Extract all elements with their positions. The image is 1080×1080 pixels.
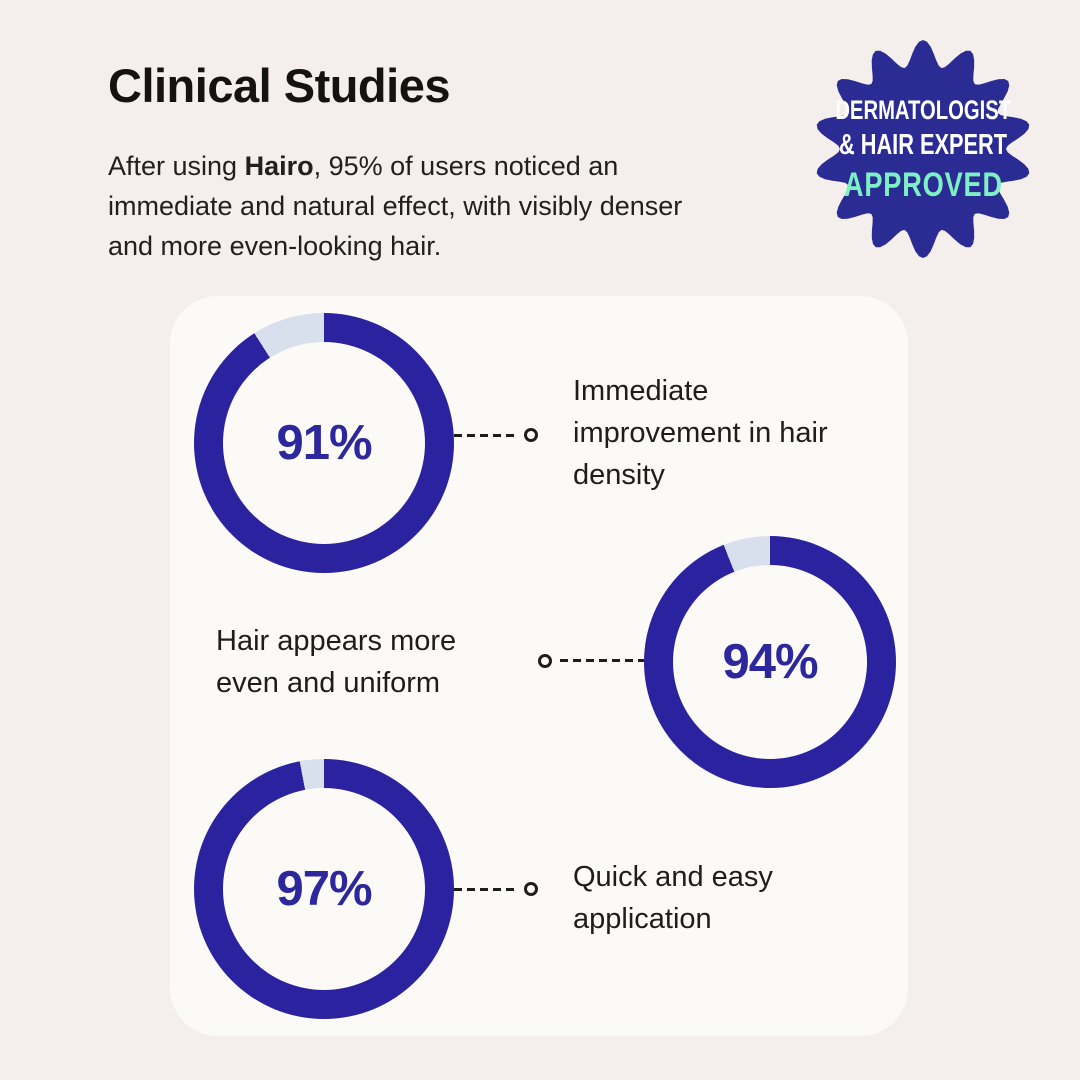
approval-badge-text: DERMATOLOGIST & HAIR EXPERT APPROVED [803,29,1043,269]
stat-label: Immediate improvement in hair density [573,375,828,491]
badge-line-approved: APPROVED [843,165,1003,204]
percent-label: 97% [276,862,372,916]
starburst-seal-icon [816,40,1030,258]
stats-card: 91% Immediate improvement in hair densit… [170,296,908,1036]
connector-line [454,434,518,437]
percent-label: 94% [722,635,818,689]
intro-line-1: After using Hairo, 95% of users noticed … [108,151,619,181]
approval-badge: DERMATOLOGIST & HAIR EXPERT APPROVED [803,29,1043,269]
stat-label: Hair appears more even and uniform [216,625,457,699]
badge-line-hair-expert: & HAIR EXPERT [838,128,1007,161]
page-title: Clinical Studies [108,59,450,112]
donut-hole: 91% [223,342,425,544]
connector-line [454,888,518,891]
badge-line-dermatologist: DERMATOLOGIST [835,94,1011,125]
intro-line-2: immediate and natural effect, with visib… [108,191,683,221]
connector-dot-icon [538,654,552,668]
brand-name: Hairo [244,151,314,181]
connector-dot-icon [524,882,538,896]
stat-label: Quick and easy application [573,861,773,935]
intro-text: After using Hairo, 95% of users noticed … [108,146,788,266]
intro-line-3: and more even-looking hair. [108,231,442,261]
connector-line [560,659,644,662]
donut-chart-91: 91% [194,313,454,573]
connector-dot-icon [524,428,538,442]
donut-hole: 94% [673,565,867,759]
percent-label: 91% [276,416,372,470]
donut-hole: 97% [223,788,425,990]
donut-chart-97: 97% [194,759,454,1019]
donut-chart-94: 94% [644,536,896,788]
